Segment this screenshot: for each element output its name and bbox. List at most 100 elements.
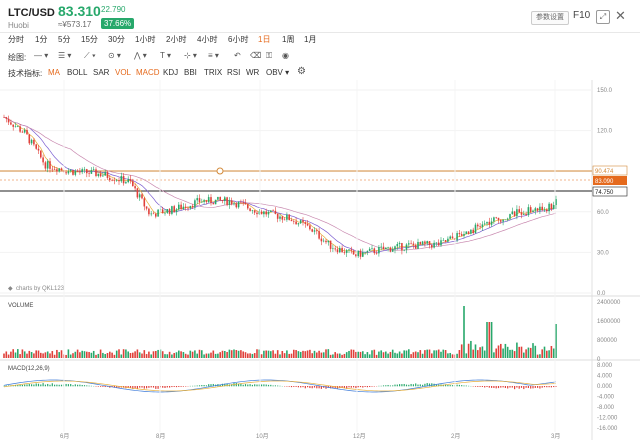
gear-icon[interactable]: ⚙: [297, 66, 306, 77]
macd-bar: [33, 384, 35, 387]
tab-period[interactable]: 1周: [282, 35, 295, 44]
params-settings-button[interactable]: 参数设置: [531, 11, 569, 25]
volume-bar: [385, 351, 387, 358]
text-tool-icon[interactable]: T ▾: [160, 51, 171, 60]
candle-body: [10, 122, 12, 125]
macd-bar: [129, 386, 132, 388]
indicator-rsi[interactable]: RSI: [227, 68, 241, 77]
tab-period[interactable]: 分时: [8, 35, 24, 44]
macd-bar: [509, 386, 511, 388]
lock-icon[interactable]: ⚿: [266, 51, 273, 60]
indicator-bbi[interactable]: BBI: [184, 68, 197, 77]
indicator-kdj[interactable]: KDJ: [163, 68, 179, 77]
macd-bar: [113, 386, 115, 388]
macd-bar: [102, 386, 104, 387]
tab-period[interactable]: 6小时: [228, 35, 249, 44]
tab-period[interactable]: 5分: [58, 35, 71, 44]
macd-bar: [541, 386, 543, 388]
volume-bar: [30, 352, 33, 358]
undo-icon[interactable]: ↶: [234, 51, 241, 60]
tab-period[interactable]: 2小时: [166, 35, 187, 44]
volume-bar: [109, 351, 111, 358]
macd-bar: [74, 384, 76, 387]
volume-bar: [451, 354, 454, 358]
macd-bar: [341, 386, 343, 388]
volume-bar: [166, 354, 169, 358]
macd-bar: [408, 384, 410, 387]
volume-bar: [520, 346, 523, 358]
indicator-label: 技术指标:: [8, 69, 43, 78]
macd-bar: [488, 386, 490, 388]
volume-bar: [546, 350, 548, 358]
macd-bar: [42, 383, 44, 387]
volume-bar: [37, 350, 40, 358]
indicator-vol[interactable]: VOL: [115, 68, 132, 77]
volume-bar: [171, 354, 173, 358]
candle-body: [253, 210, 256, 213]
volume-bar: [412, 352, 415, 358]
indicator-macd[interactable]: MACD: [136, 68, 160, 77]
macd-tick-label: -16.000: [597, 426, 618, 432]
indicator-bar: 技术指标: MA BOLL SAR VOL MACD KDJ BBI TRIX …: [0, 66, 640, 80]
watermark: charts by QKL123: [16, 286, 65, 292]
macd-bar: [251, 384, 253, 387]
candle-body: [132, 181, 134, 187]
candle-body: [398, 243, 401, 245]
indicator-boll[interactable]: BOLL: [67, 68, 88, 77]
volume-bar: [46, 351, 49, 358]
volume-bar: [391, 349, 394, 358]
tab-period[interactable]: 4小时: [197, 35, 218, 44]
f10-button[interactable]: F10: [573, 10, 591, 21]
macd-bar: [54, 384, 56, 387]
tab-period[interactable]: 1月: [304, 35, 317, 44]
ray-tool-icon[interactable]: ⟋ ▾: [84, 51, 96, 60]
indicator-sar[interactable]: SAR: [93, 68, 110, 77]
candle-body: [348, 249, 350, 251]
macd-bar: [274, 385, 276, 387]
tab-period-active[interactable]: 1日: [258, 35, 271, 44]
macd-bar: [51, 383, 53, 387]
candle-body: [171, 206, 173, 214]
line-tool-icon[interactable]: — ▾: [34, 51, 49, 60]
volume-bar: [194, 350, 196, 358]
volume-bar: [286, 350, 288, 358]
eraser-icon[interactable]: ⌫: [250, 51, 262, 60]
tab-period[interactable]: 15分: [81, 35, 98, 44]
horizontal-line-icon[interactable]: ☰ ▾: [58, 51, 72, 60]
candle-body: [5, 117, 8, 119]
macd-bar: [445, 384, 447, 387]
volume-bar: [189, 350, 192, 358]
macd-bar: [362, 386, 364, 388]
fibonacci-tool-icon[interactable]: ≡ ▾: [208, 51, 219, 60]
volume-bar: [405, 350, 408, 358]
indicator-obv-dropdown[interactable]: OBV ▾: [266, 68, 290, 77]
polyline-tool-icon[interactable]: ⋀ ▾: [134, 51, 147, 60]
candle-body: [414, 245, 417, 249]
alert-line-handle[interactable]: [216, 167, 224, 175]
macd-bar: [203, 385, 205, 387]
expand-icon[interactable]: ⤢: [596, 10, 610, 24]
tab-period[interactable]: 1分: [35, 35, 48, 44]
tab-period[interactable]: 1小时: [135, 35, 156, 44]
indicator-wr[interactable]: WR: [246, 68, 260, 77]
close-icon[interactable]: ✕: [615, 8, 626, 23]
macd-bar: [500, 386, 502, 388]
macd-bar: [152, 386, 155, 388]
macd-bar: [484, 386, 486, 388]
measure-tool-icon[interactable]: ⊹ ▾: [184, 51, 197, 60]
period-tabs: 分时 1分 5分 15分 30分 1小时 2小时 4小时 6小时 1日 1周 1…: [0, 34, 640, 48]
macd-bar: [263, 384, 265, 387]
visibility-icon[interactable]: ◉: [282, 51, 289, 60]
volume-bar: [424, 350, 426, 358]
candle-body: [513, 211, 516, 217]
macd-bar: [141, 386, 143, 388]
volume-bar: [447, 353, 449, 358]
volume-bar: [258, 349, 261, 358]
tab-period[interactable]: 30分: [108, 35, 125, 44]
volume-bar: [336, 353, 339, 358]
candle-body: [83, 169, 86, 170]
indicator-ma[interactable]: MA: [48, 68, 60, 77]
indicator-trix[interactable]: TRIX: [204, 68, 223, 77]
circle-tool-icon[interactable]: ⊙ ▾: [108, 51, 121, 60]
